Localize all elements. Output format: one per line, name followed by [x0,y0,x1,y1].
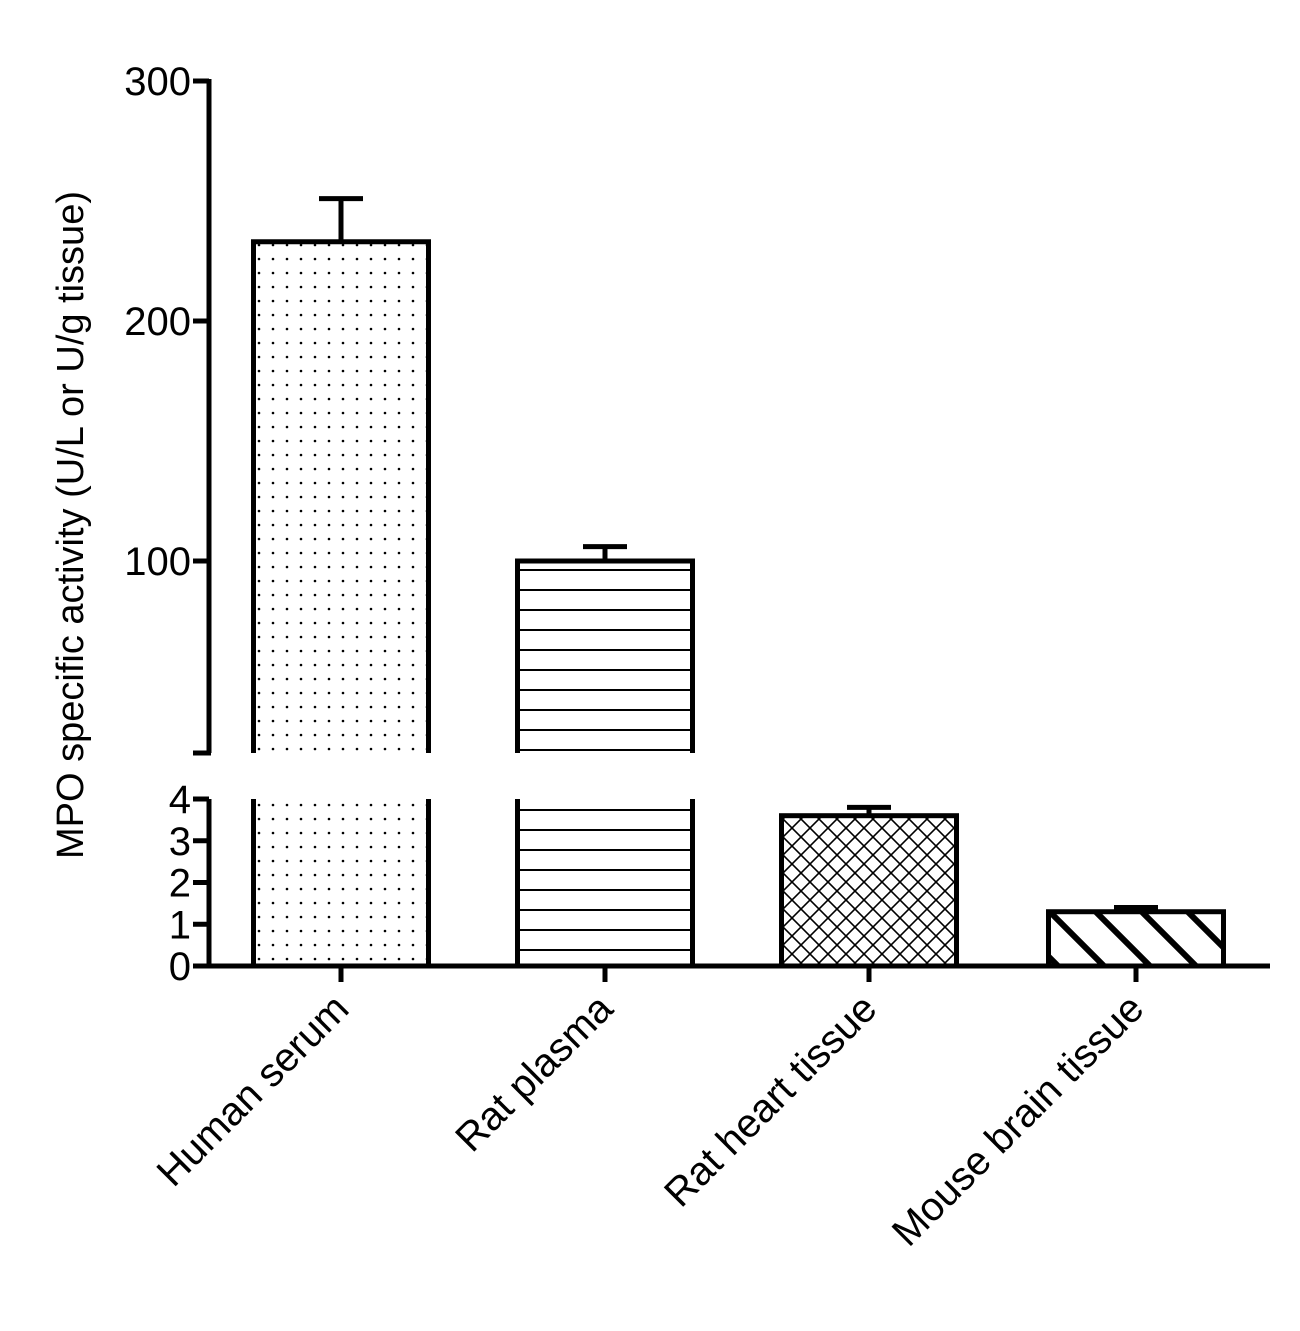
bar-lower-outline [251,799,431,969]
x-category-label: Rat heart tissue [656,986,885,1215]
bar-upper-fill [517,561,693,753]
x-category-label: Mouse brain tissue [884,986,1153,1255]
bar-lower-outline [515,799,695,969]
y-tick-label: 4 [169,778,191,822]
bar-lower-fill [517,799,693,966]
x-category-label: Rat plasma [447,986,622,1161]
y-tick-label: 0 [169,945,191,989]
y-tick-label: 200 [124,300,191,344]
y-axis-title: MPO specific activity (U/L or U/g tissue… [50,191,92,859]
bar [1046,909,1226,969]
bar-upper-fill [253,241,429,754]
y-tick-label: 2 [169,862,191,906]
y-tick-label: 1 [169,903,191,947]
bar-lower-fill [253,799,429,966]
y-tick-label: 100 [124,540,191,584]
bars-group [251,196,1226,969]
y-tick-label: 3 [169,820,191,864]
x-category-label: Human serum [149,986,358,1195]
y-tick-label: 300 [124,60,191,104]
bar [779,813,959,969]
